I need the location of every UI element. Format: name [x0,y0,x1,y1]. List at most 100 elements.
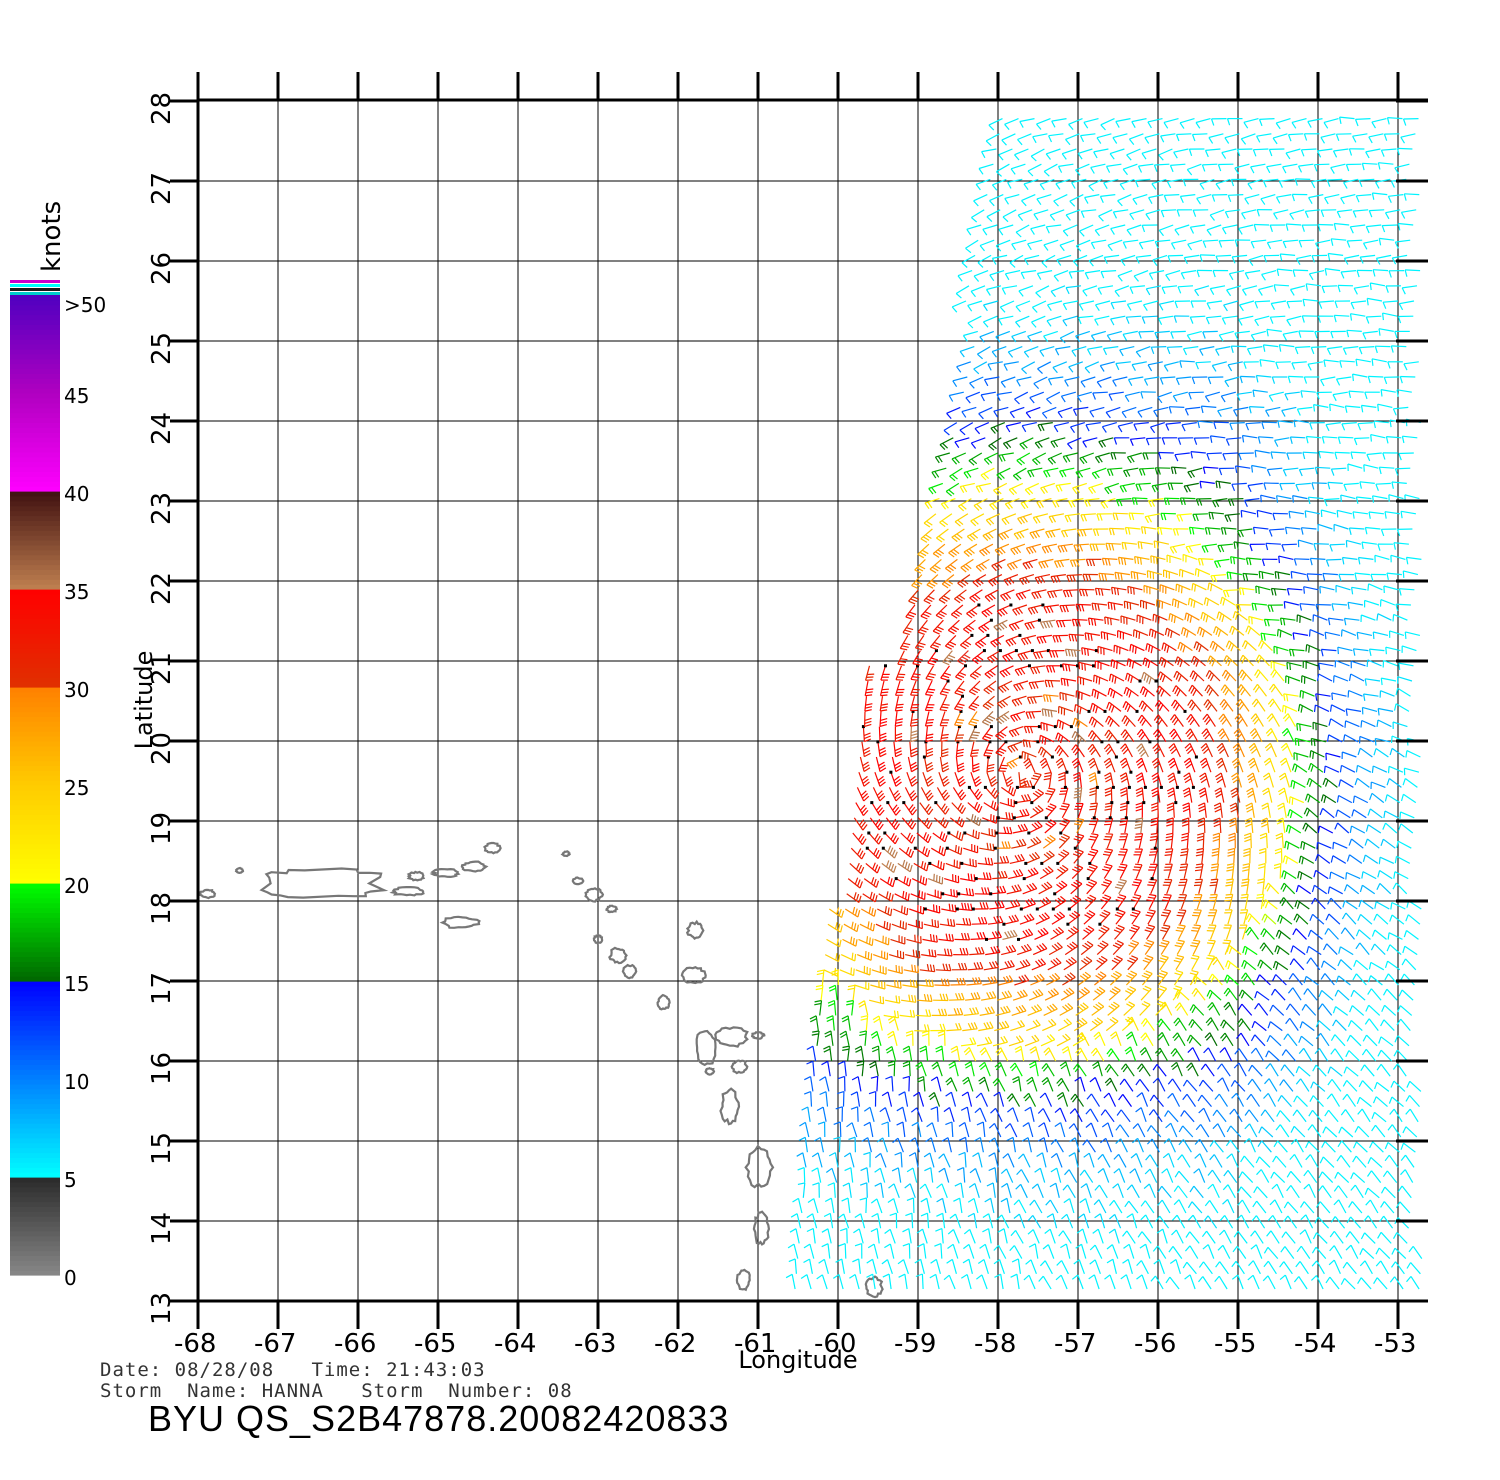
barb-feather [1208,991,1213,999]
wind-barb [1156,1228,1168,1244]
barb-feather [1090,802,1098,805]
barb-feather [1010,1230,1017,1237]
wind-barb [1181,832,1189,849]
wind-barb [1187,1201,1203,1214]
barb-feather [953,919,956,927]
barb-feather [874,1182,882,1187]
colorbar-segment [10,760,60,766]
barb-staff [1251,787,1257,803]
barb-staff [1220,787,1225,803]
barb-staff [943,1153,951,1168]
wind-barb [971,916,988,925]
barb-feather [1196,847,1204,851]
barb-feather [1133,881,1141,884]
barb-staff [1180,894,1188,910]
barb-staff [923,923,939,929]
wind-barb [835,1106,843,1122]
barb-feather [829,987,836,992]
barb-staff [1067,914,1081,925]
barb-feather [1240,1155,1245,1163]
barb-staff [1312,1095,1324,1108]
wind-barb [1102,848,1114,864]
wind-barb [1043,1047,1057,1062]
barb-feather [1063,1198,1070,1204]
barb-staff [1267,882,1280,895]
barb-feather [1244,838,1252,843]
barb-staff [1215,956,1225,971]
barb-feather [1295,915,1300,923]
barb-staff [1241,1171,1254,1184]
barb-feather [947,1229,954,1235]
wind-barb [1144,924,1156,940]
wind-barb [1150,1275,1164,1290]
barb-feather [874,833,879,841]
rain-flag [870,801,874,805]
wind-barb [1305,1154,1319,1168]
barb-staff [1231,863,1235,879]
barb-staff [1080,1244,1087,1259]
barb-staff [957,908,973,911]
barb-staff [1020,1184,1028,1199]
wind-barb [1088,1274,1100,1290]
barb-feather [1057,1094,1065,1100]
wind-barb [1190,939,1201,955]
barb-feather [854,1045,862,1050]
barb-staff [1013,1245,1023,1259]
barb-feather [1380,1186,1386,1194]
barb-feather [1034,1034,1040,1041]
wind-barb [1174,1002,1189,1016]
barb-feather [994,1061,1001,1068]
barb-feather [1375,1247,1380,1255]
wind-barb [1000,1197,1011,1214]
barb-feather [1208,973,1213,981]
wind-barb [951,802,967,815]
barb-staff [889,1243,895,1259]
wind-barb [969,1168,982,1183]
barb-feather [874,1152,882,1159]
barb-staff [1404,945,1418,956]
wind-barb [1137,1063,1151,1077]
barb-feather [1247,915,1253,923]
barb-feather [825,1167,833,1173]
colorbar-segment [10,1172,60,1178]
wind-barb [980,991,997,1001]
barb-feather [935,935,938,943]
barb-feather [1104,793,1112,797]
wind-barb [1231,1092,1245,1107]
wind-barb [1112,1183,1124,1199]
barb-feather [1259,835,1267,840]
barb-feather [1227,853,1235,857]
barb-staff [1032,1229,1040,1244]
barb-feather [1007,990,1013,997]
wind-barb [1140,1200,1155,1214]
barb-staff [1160,941,1170,955]
wind-barb [1172,1032,1186,1047]
barb-feather [1049,1004,1056,1011]
barb-feather [1303,988,1309,995]
barb-feather [885,1045,893,1051]
colorbar-segment [10,559,60,566]
barb-feather [859,1033,867,1036]
barb-staff [970,1061,975,1077]
barb-feather [1238,1171,1243,1179]
barb-feather [1082,1139,1088,1146]
wind-barb [1313,869,1329,880]
barb-feather [1105,863,1113,867]
barb-staff [1091,1006,1105,1016]
barb-staff [1237,1231,1248,1244]
wind-barb [837,1075,846,1092]
wind-barb [1150,802,1159,818]
barb-staff [1322,1156,1335,1168]
barb-feather [1010,930,1015,937]
barb-feather [1190,1021,1195,1029]
barb-staff [1092,990,1106,1001]
barb-staff [1086,1139,1096,1153]
barb-staff [1204,787,1209,803]
barb-feather [1301,857,1304,865]
barb-feather [1070,956,1077,963]
barb-feather [899,981,902,989]
barb-staff [1267,1260,1277,1275]
barb-feather [1029,854,1035,861]
barb-staff [1324,1140,1336,1153]
barb-staff [1249,1123,1258,1138]
